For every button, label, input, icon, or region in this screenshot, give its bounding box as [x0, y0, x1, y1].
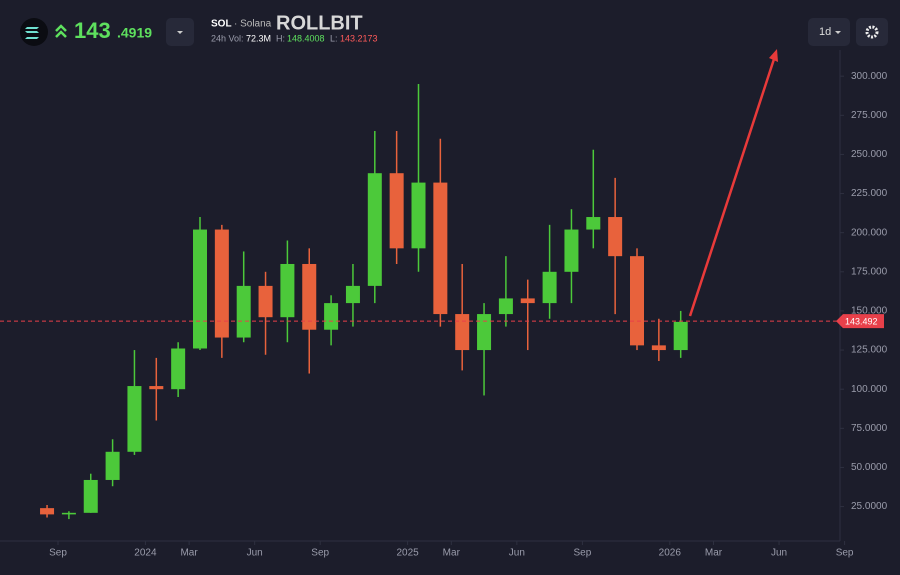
candle-body [564, 229, 579, 272]
high: 148.4008 [287, 33, 325, 43]
plot: 25.0000 50.0000 75.0000 100.000 125.000 150.0… [0, 71, 888, 559]
candle-body [477, 314, 492, 351]
vol-label: 24h Vol: [211, 33, 244, 43]
candle-body [367, 173, 382, 286]
x-tick-label: Sep [836, 548, 854, 559]
low-label: L: [330, 33, 338, 43]
candle-body [389, 173, 404, 249]
y-tick-label: 150.000 [851, 306, 888, 317]
interval-button[interactable] [808, 18, 850, 46]
low: 143.2173 [340, 33, 378, 43]
vol: 72.3M [246, 33, 271, 43]
x-tick-label: Mar [180, 548, 198, 559]
x-tick-label: 2025 [396, 548, 419, 559]
up-icon [55, 24, 67, 38]
candle-body [586, 217, 601, 230]
candle-body [542, 271, 557, 304]
candle-body [83, 479, 98, 513]
candle-body [193, 229, 207, 349]
x-tick-label: 2024 [134, 548, 157, 559]
price-dec: .4919 [117, 25, 152, 41]
y-tick-label: 25.0000 [851, 501, 888, 512]
y-tick-label: 175.000 [851, 266, 888, 277]
y-tick-label: 275.000 [851, 110, 888, 121]
candle-body [127, 386, 142, 452]
y-tick-label: 300.000 [851, 71, 888, 82]
candle-body [673, 321, 688, 351]
interval-arrow [835, 31, 841, 34]
symbol: SOL [211, 19, 232, 30]
candle-body [40, 508, 55, 515]
candle-body [214, 229, 229, 338]
x-tick-label: Sep [311, 548, 329, 559]
candle-body [498, 298, 513, 315]
candle-body [324, 303, 339, 330]
candle-body [236, 285, 251, 338]
candle-body [411, 182, 426, 249]
high-label: H: [276, 33, 285, 43]
x-tick-label: 2026 [659, 548, 682, 559]
gear-icon [865, 25, 879, 39]
candle-body [280, 263, 295, 318]
y-tick-label: 250.000 [851, 149, 888, 160]
price-int: 143 [74, 18, 111, 43]
x-tick-label: Sep [49, 548, 67, 559]
arrow [688, 55, 777, 317]
candle-body [651, 345, 666, 351]
x-tick-label: Jun [771, 548, 787, 559]
y-tick-label: 125.000 [851, 345, 888, 356]
candle-body [171, 348, 186, 390]
candle-body [520, 298, 535, 304]
x-tick-label: Mar [705, 548, 723, 559]
candle-body [61, 512, 76, 515]
candle-body [258, 285, 273, 318]
candle-body [608, 217, 623, 257]
brand: ROLLBIT [276, 12, 363, 34]
x-tick-label: Mar [443, 548, 461, 559]
candle-body [345, 285, 360, 304]
candle-body [455, 314, 470, 351]
y-tick-label: 100.000 [851, 384, 888, 395]
x-tick-label: Sep [574, 548, 592, 559]
candle-body [433, 182, 448, 315]
arrow-head [769, 49, 778, 62]
candle-body [630, 256, 644, 346]
last-price-label: 143.492 [845, 316, 878, 326]
candle-body [302, 263, 317, 330]
settings-button[interactable] [856, 18, 888, 46]
dropdown-arrow [177, 31, 183, 34]
y-tick-label: 75.0000 [851, 423, 888, 434]
sol-logo-mark [25, 27, 39, 39]
y-tick-label: 225.000 [851, 188, 888, 199]
y-tick-label: 50.0000 [851, 462, 888, 473]
last-price-tag [836, 314, 884, 329]
interval: 1d [819, 26, 831, 38]
candle-body [105, 451, 120, 480]
y-tick-label: 200.000 [851, 227, 888, 238]
candle-body [149, 386, 164, 390]
x-tick-label: Jun [509, 548, 525, 559]
x-tick-label: Jun [247, 548, 263, 559]
symbol-name: · Solana [234, 19, 272, 30]
